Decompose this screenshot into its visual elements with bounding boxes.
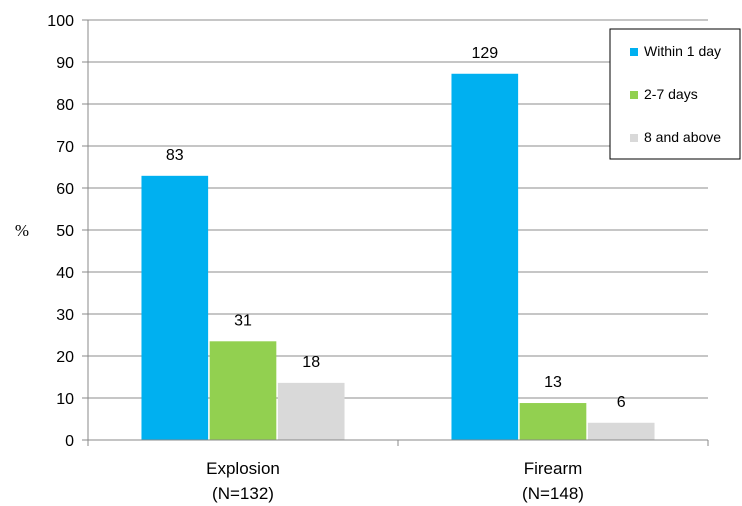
y-tick-label: 100 xyxy=(47,13,74,30)
bar xyxy=(451,73,519,440)
y-tick-label: 60 xyxy=(56,181,74,198)
y-tick-label: 50 xyxy=(56,223,74,240)
y-tick-label: 20 xyxy=(56,349,74,366)
x-category-sublabel: (N=132) xyxy=(212,484,274,503)
x-category-sublabel: (N=148) xyxy=(522,484,584,503)
labels: 0 10 20 30 40 50 60 70 80 90 100 83 31 18 Explosion (N=… xyxy=(47,13,625,503)
data-label: 13 xyxy=(544,374,562,391)
y-tick-label: 40 xyxy=(56,265,74,282)
y-tick-label: 10 xyxy=(56,391,74,408)
y-tick-label: 80 xyxy=(56,97,74,114)
y-axis-label: % xyxy=(15,221,29,240)
data-label: 129 xyxy=(471,45,498,62)
y-tick-label: 90 xyxy=(56,55,74,72)
data-label: 18 xyxy=(302,354,320,371)
data-label: 31 xyxy=(234,312,252,329)
legend-label: Within 1 day xyxy=(644,43,721,59)
legend-swatch xyxy=(630,91,638,99)
axes xyxy=(82,19,709,446)
legend-label: 8 and above xyxy=(644,129,721,145)
bar xyxy=(141,175,209,440)
legend-swatch xyxy=(630,48,638,56)
bar xyxy=(587,422,655,440)
x-category-label: Explosion xyxy=(206,459,280,478)
legend: Within 1 day 2-7 days 8 and above xyxy=(609,28,741,160)
data-label: 6 xyxy=(617,394,626,411)
bar xyxy=(519,403,587,440)
bar xyxy=(209,341,277,440)
bar xyxy=(277,382,345,440)
y-tick-label: 30 xyxy=(56,307,74,324)
x-category-label: Firearm xyxy=(524,459,583,478)
bars xyxy=(141,73,655,440)
legend-swatch xyxy=(630,134,638,142)
legend-label: 2-7 days xyxy=(644,86,698,102)
y-tick-label: 0 xyxy=(65,433,74,450)
data-label: 83 xyxy=(166,147,184,164)
y-tick-label: 70 xyxy=(56,139,74,156)
